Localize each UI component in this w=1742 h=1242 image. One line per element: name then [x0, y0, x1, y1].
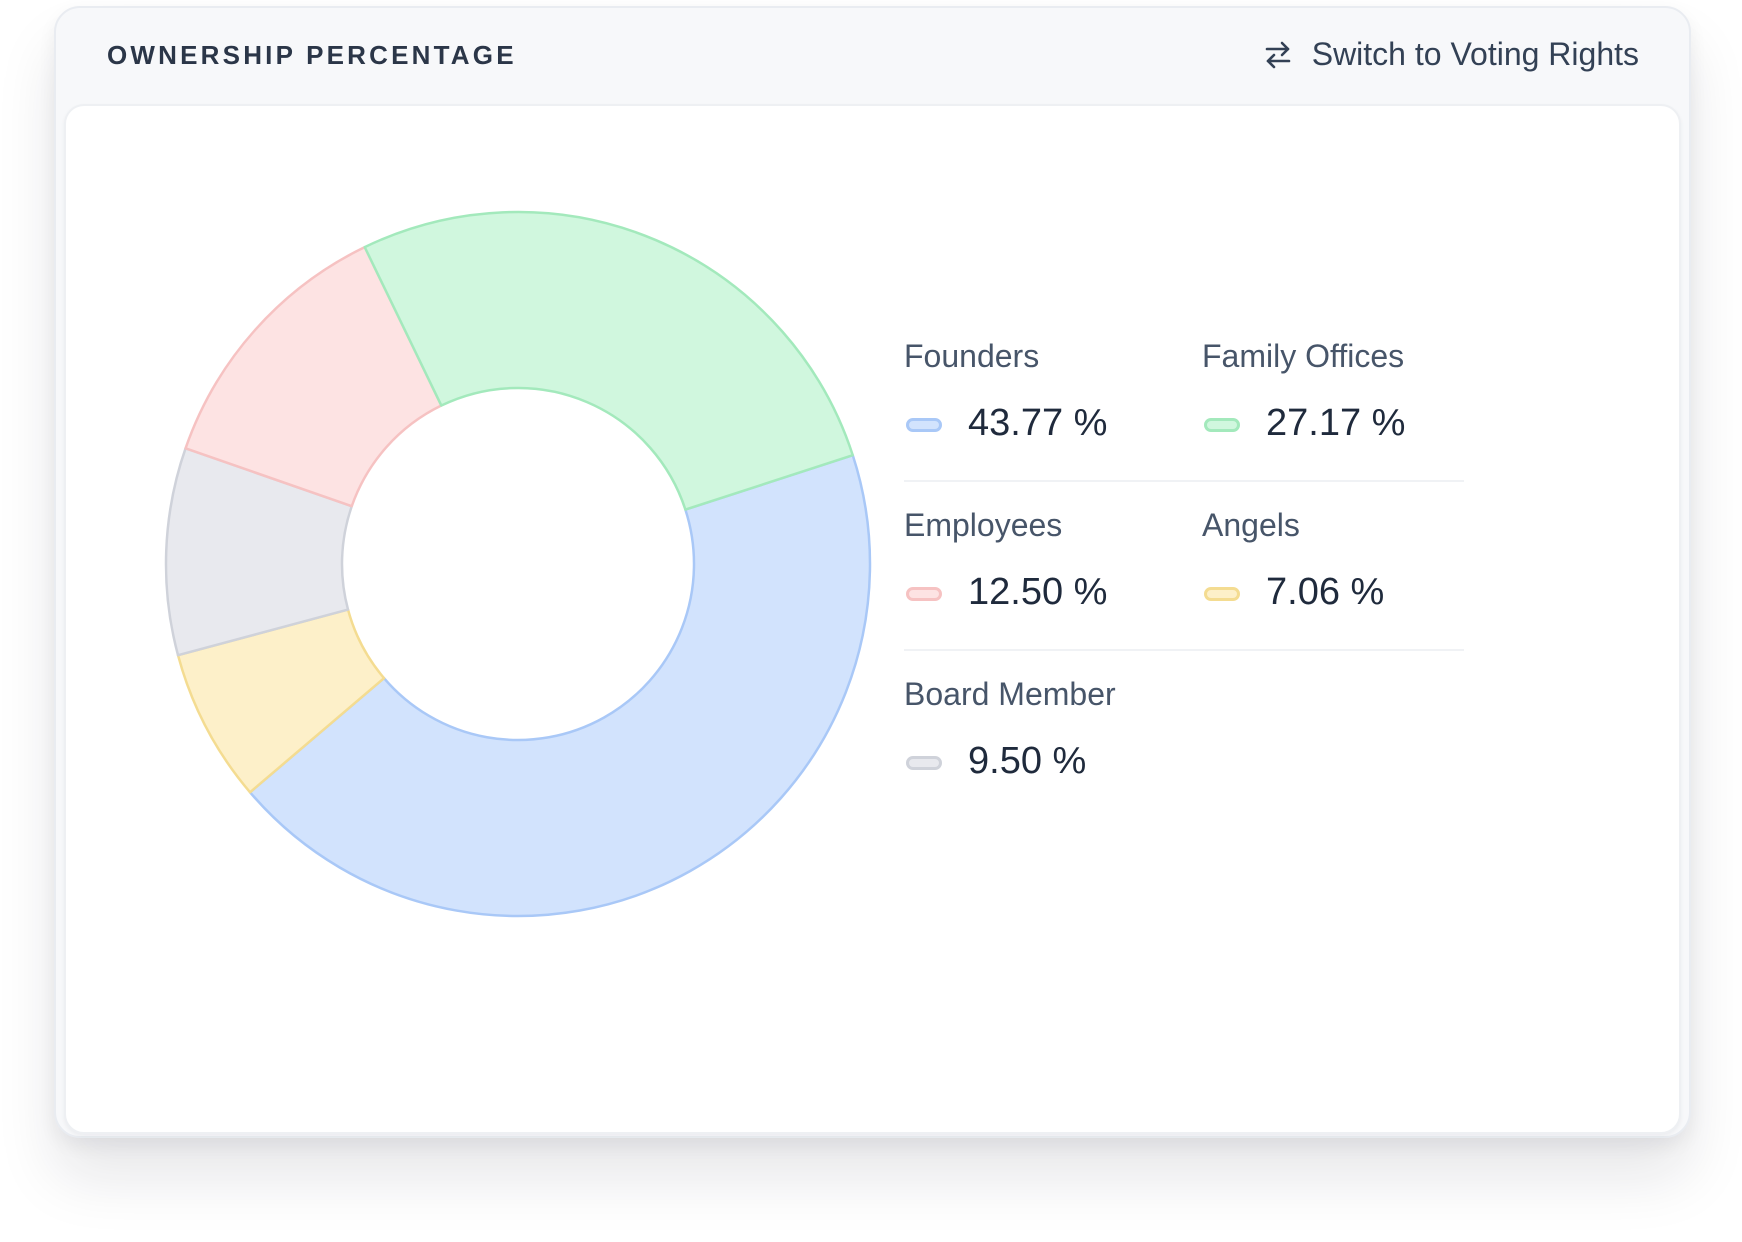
ownership-card: OWNERSHIP PERCENTAGE Switch to Voting Ri… [54, 6, 1691, 1138]
legend-swatch [1204, 587, 1240, 601]
donut-chart [164, 210, 872, 918]
legend-label: Founders [904, 338, 1040, 374]
chart-panel: Founders 43.77 % Family Offices 27.17 % Empl… [64, 104, 1681, 1134]
switch-button-label: Switch to Voting Rights [1311, 36, 1639, 72]
slice-founders[interactable] [248, 453, 872, 918]
legend-label: Employees [904, 507, 1063, 543]
legend-label: Family Offices [1202, 338, 1405, 374]
legend-label: Angels [1202, 507, 1300, 543]
legend-swatch [906, 756, 942, 770]
legend-value: 9.50 % [968, 740, 1087, 782]
legend-divider [904, 480, 1464, 482]
legend-value: 12.50 % [968, 571, 1108, 613]
legend-value: 7.06 % [1266, 571, 1385, 613]
slice-family-offices[interactable] [363, 210, 855, 511]
slice-employees[interactable] [184, 245, 443, 508]
switch-to-voting-rights-button[interactable]: Switch to Voting Rights [1262, 36, 1639, 73]
legend-swatch [906, 587, 942, 601]
legend-divider [904, 649, 1464, 651]
arrows-left-right-icon [1262, 39, 1294, 71]
legend-swatch [1204, 418, 1240, 432]
legend-label: Board Member [904, 676, 1116, 712]
card-title: OWNERSHIP PERCENTAGE [107, 40, 517, 70]
legend-swatch [906, 418, 942, 432]
legend-value: 27.17 % [1266, 402, 1406, 444]
card-header: OWNERSHIP PERCENTAGE Switch to Voting Ri… [56, 8, 1689, 102]
legend-value: 43.77 % [968, 402, 1108, 444]
